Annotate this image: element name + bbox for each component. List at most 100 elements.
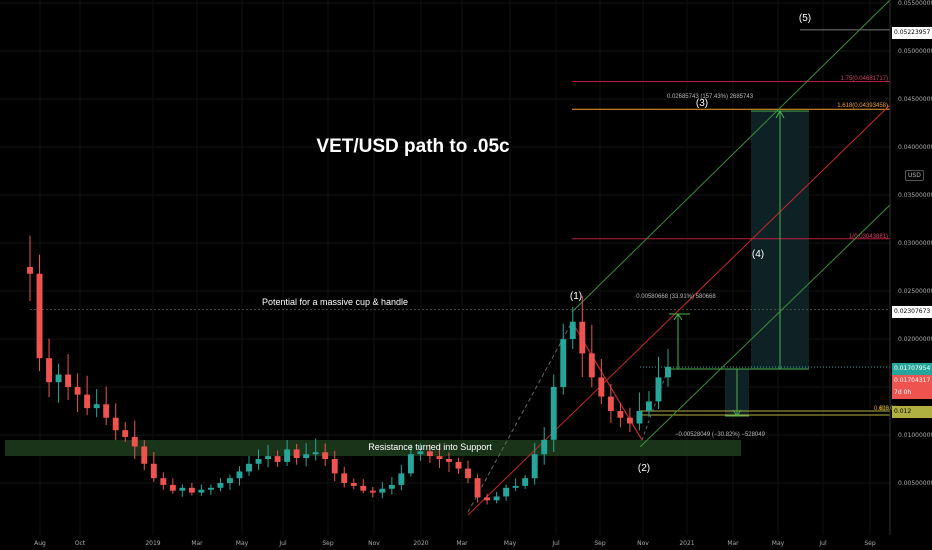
wave-2-label: (2): [638, 463, 650, 474]
candle-body: [636, 411, 643, 424]
time-tick-label: Oct: [75, 540, 86, 547]
channel-middle: [467, 104, 891, 516]
time-tick-label: May: [236, 540, 249, 547]
candle-body: [626, 417, 633, 424]
candle-body: [103, 404, 110, 418]
projection-boxes: [725, 111, 809, 416]
price-tick-label: 0.05000000: [898, 48, 932, 55]
time-tick-label: Sep: [864, 540, 876, 547]
candle-body: [522, 478, 529, 486]
cup-handle-label: Potential for a massive cup & handle: [262, 297, 408, 307]
wave-1-label: (1): [570, 291, 582, 302]
candle-body: [369, 490, 376, 493]
time-tick-label: May: [504, 540, 517, 547]
time-axis: Aug Oct 2019 Mar May Jul Sep Nov 2020 Mar May Jul Se…: [34, 540, 876, 547]
channel-lower: [639, 204, 891, 448]
candle-body: [55, 374, 62, 383]
candle-body: [65, 374, 72, 387]
candle-body: [617, 411, 624, 418]
wave-4-label: (4): [752, 249, 764, 260]
candle-body: [141, 446, 148, 464]
measure-low-label: −0.00528049 (−30.82%) −528049: [675, 432, 766, 438]
price-tag-current-red: 0.01704317: [892, 375, 932, 387]
price-tick-label: 0.02000000: [898, 336, 932, 343]
fib-1618-label: 1.618(0.04393458): [837, 103, 888, 109]
price-tag-current-green: 0.01707954: [892, 363, 932, 375]
chart-title: VET/USD path to .05c: [316, 136, 510, 157]
time-tick-label: Jul: [278, 540, 287, 547]
candle-body: [93, 404, 100, 409]
time-tick-label: Jul: [551, 540, 560, 547]
time-tick-label: Sep: [322, 540, 334, 547]
fib-0618-label: 0.618: [874, 406, 890, 412]
measure-mid-label: 0.00580668 (33.91%) 580668: [636, 294, 716, 300]
candle-body: [426, 451, 433, 457]
candle-body: [112, 417, 119, 431]
time-tick-label: Mar: [191, 540, 203, 547]
support-zone: [5, 440, 741, 456]
price-tick-label: 0.03500000: [898, 192, 932, 199]
candle-body: [331, 459, 338, 474]
trend-channel: [467, 0, 891, 516]
candle-body: [150, 463, 157, 479]
candle-body: [379, 488, 386, 493]
currency-badge[interactable]: USD: [905, 170, 924, 181]
price-tag-top: 0.05223957: [892, 27, 932, 39]
candle-body: [274, 456, 281, 462]
candle-body: [74, 387, 81, 395]
candle-body: [350, 483, 357, 486]
candle-body: [84, 394, 91, 409]
candle-body: [560, 339, 567, 387]
candle-body: [512, 485, 519, 488]
time-tick-label: Nov: [368, 540, 380, 547]
wave-5-label: (5): [799, 13, 811, 24]
price-tick-label: 0.00500000: [898, 480, 932, 487]
wave-3-label: (3): [696, 98, 708, 109]
candle-body: [474, 478, 481, 498]
fib-1-label: 1(0.03043881): [849, 234, 888, 240]
wave3-start-dashed: [641, 368, 669, 441]
channel-upper: [571, 0, 891, 313]
candle-body: [550, 387, 557, 440]
fib-lines: [30, 29, 890, 416]
candle-body: [217, 483, 224, 488]
price-tag-fib-low: 0.012: [892, 406, 932, 418]
candle-body: [169, 484, 176, 491]
candle-body: [188, 487, 195, 493]
time-tick-label: 2021: [679, 540, 694, 547]
time-tick-label: Jul: [818, 540, 827, 547]
time-tick-label: Aug: [34, 540, 46, 547]
candle-body: [493, 496, 500, 501]
candle-body: [207, 487, 214, 490]
candle-body: [665, 366, 671, 378]
candle-body: [284, 449, 291, 462]
time-tick-label: Mar: [456, 540, 468, 547]
candle-body: [607, 396, 614, 411]
candle-body: [236, 471, 243, 479]
candle-body: [46, 358, 52, 383]
candle-body: [160, 478, 167, 485]
candle-body: [655, 377, 662, 402]
candle-body: [398, 473, 405, 485]
candle-body: [312, 452, 319, 455]
candle-body: [293, 449, 300, 459]
time-tick-label: Sep: [594, 540, 606, 547]
candle-body: [446, 459, 452, 462]
candle-body: [598, 377, 605, 397]
price-tag-countdown: 7d 0h: [892, 387, 932, 399]
time-tick-label: Nov: [637, 540, 649, 547]
price-tick-label: 0.05500000: [898, 0, 932, 7]
candle-body: [388, 484, 395, 489]
candle-body: [503, 487, 510, 497]
time-tick-label: Mar: [727, 540, 739, 547]
price-axis: 0.005000000.010000000.015000000.02000000…: [889, 0, 932, 535]
time-tick-label: 2020: [413, 540, 428, 547]
time-tick-label: May: [772, 540, 785, 547]
candle-body: [436, 456, 443, 459]
price-tag-resistance: 0.02307673: [892, 306, 932, 318]
candle-body: [531, 454, 538, 479]
candle-body: [246, 463, 252, 472]
fib-0-label: 0(0.01): [880, 406, 899, 412]
price-tick-label: 0.04000000: [898, 144, 932, 151]
